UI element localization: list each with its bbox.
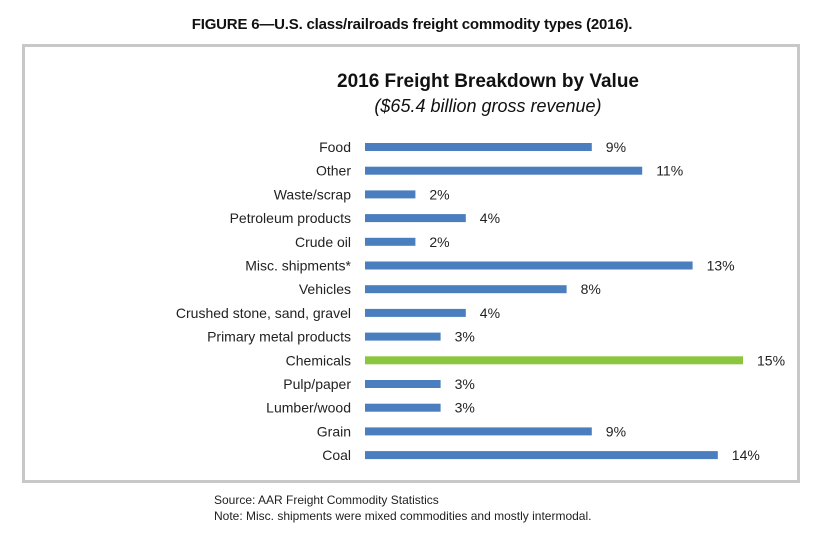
bar-crushed-stone-sand-gravel: [365, 308, 466, 317]
category-label-other: Other: [316, 163, 351, 179]
category-label-misc-shipments: Misc. shipments*: [245, 258, 351, 274]
category-label-chemicals: Chemicals: [286, 352, 351, 368]
category-label-grain: Grain: [317, 423, 351, 439]
value-label-pulp-paper: 3%: [455, 376, 475, 392]
chart-subtitle: ($65.4 billion gross revenue): [374, 96, 601, 116]
category-label-crushed-stone-sand-gravel: Crushed stone, sand, gravel: [176, 305, 351, 321]
value-label-grain: 9%: [606, 423, 626, 439]
category-label-waste-scrap: Waste/scrap: [274, 186, 351, 202]
value-label-other: 11%: [656, 163, 683, 179]
chart-notes: Source: AAR Freight Commodity Statistics…: [214, 492, 591, 524]
value-label-waste-scrap: 2%: [429, 186, 449, 202]
value-label-misc-shipments: 13%: [707, 258, 735, 274]
category-label-petroleum-products: Petroleum products: [230, 210, 351, 226]
bar-other: [365, 166, 643, 175]
bar-chart: 2016 Freight Breakdown by Value ($65.4 b…: [176, 71, 785, 463]
bar-food: [365, 143, 592, 151]
value-label-primary-metal-products: 3%: [455, 329, 475, 345]
chart-frame: 2016 Freight Breakdown by Value ($65.4 b…: [22, 44, 800, 483]
category-label-coal: Coal: [322, 447, 351, 463]
bar-primary-metal-products: [365, 332, 441, 341]
value-label-food: 9%: [606, 139, 626, 155]
bar-lumber-wood: [365, 403, 441, 412]
bar-pulp-paper: [365, 380, 441, 388]
bar-grain: [365, 427, 592, 436]
chart-title: 2016 Freight Breakdown by Value: [337, 71, 639, 92]
bar-misc-shipments: [365, 261, 693, 270]
category-label-vehicles: Vehicles: [299, 281, 351, 297]
bar-waste-scrap: [365, 190, 416, 199]
bar-chemicals: [365, 356, 743, 365]
footnote: Note: Misc. shipments were mixed commodi…: [214, 509, 592, 523]
category-label-food: Food: [319, 139, 351, 155]
value-label-coal: 14%: [732, 447, 760, 463]
bars-group: Food 9% Other 11% Waste/scrap 2% Petroleum pro…: [176, 139, 785, 463]
category-label-lumber-wood: Lumber/wood: [266, 400, 351, 416]
value-label-petroleum-products: 4%: [480, 210, 500, 226]
category-label-pulp-paper: Pulp/paper: [283, 376, 351, 392]
value-label-crushed-stone-sand-gravel: 4%: [480, 305, 500, 321]
bar-vehicles: [365, 285, 567, 294]
bar-coal: [365, 451, 718, 460]
bar-crude-oil: [365, 237, 416, 246]
value-label-lumber-wood: 3%: [455, 400, 475, 416]
bar-petroleum-products: [365, 214, 466, 223]
value-label-crude-oil: 2%: [429, 234, 449, 250]
source-note: Source: AAR Freight Commodity Statistics: [214, 493, 439, 507]
category-label-primary-metal-products: Primary metal products: [207, 329, 351, 345]
value-label-chemicals: 15%: [757, 352, 785, 368]
category-label-crude-oil: Crude oil: [295, 234, 351, 250]
figure-title: FIGURE 6—U.S. class/railroads freight co…: [191, 16, 633, 33]
value-label-vehicles: 8%: [581, 281, 601, 297]
